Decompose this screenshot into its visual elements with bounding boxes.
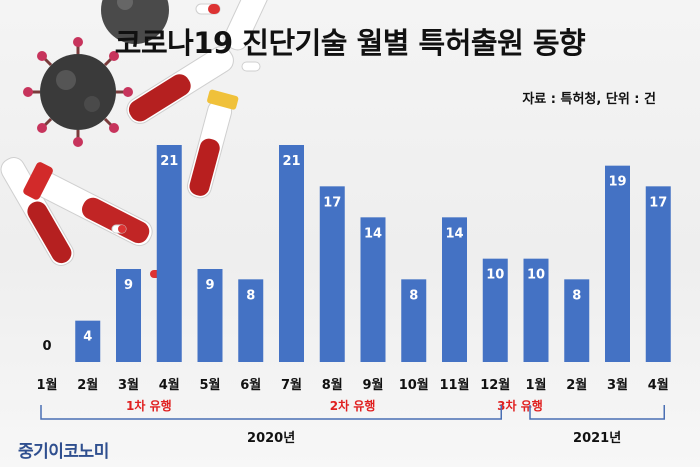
bar	[156, 145, 182, 362]
bar	[197, 269, 223, 362]
bar-value-label: 17	[649, 195, 667, 210]
x-tick-label: 10월	[399, 377, 429, 393]
bar	[442, 217, 467, 362]
bar	[401, 279, 427, 362]
year-bracket	[40, 405, 502, 420]
x-tick-label: 2월	[77, 377, 98, 393]
bar	[279, 145, 304, 362]
x-tick-label: 7월	[281, 377, 302, 393]
bar-value-label: 4	[83, 330, 92, 345]
bar	[605, 165, 630, 362]
x-tick-label: 3월	[607, 377, 628, 393]
bar-value-label: 21	[282, 154, 300, 169]
source-note: 자료 : 특허청, 단위 : 건	[522, 92, 656, 107]
year-label: 2020년	[247, 431, 295, 446]
wave-label: 1차 유행	[126, 398, 172, 413]
publisher-logo: 중기이코노미	[18, 442, 109, 462]
bar	[360, 217, 386, 362]
bar-value-label: 14	[364, 226, 382, 241]
chart-title: 코로나19 진단기술 월별 특허출원 동향	[114, 26, 586, 60]
x-tick-label: 9월	[362, 377, 383, 393]
x-tick-label: 8월	[322, 377, 343, 393]
bar	[482, 258, 508, 362]
bar-value-label: 21	[160, 154, 178, 169]
bar-value-label: 0	[42, 339, 51, 354]
bar-value-label: 8	[409, 288, 418, 303]
bar-value-label: 10	[486, 268, 504, 283]
x-tick-label: 4월	[159, 377, 180, 393]
x-tick-label: 3월	[118, 377, 139, 393]
bar	[645, 186, 671, 362]
bar-value-label: 8	[246, 288, 255, 303]
x-tick-label: 4월	[648, 377, 669, 393]
virus-icon-2	[101, 0, 169, 44]
bar	[75, 320, 101, 362]
bar-value-label: 17	[323, 195, 341, 210]
bar-value-label: 14	[445, 226, 463, 241]
bar	[116, 269, 141, 362]
x-tick-label: 2월	[566, 377, 587, 393]
virus-icon	[23, 37, 133, 147]
bar-value-label: 19	[608, 175, 626, 190]
year-bracket	[529, 405, 665, 420]
bar-value-label: 8	[572, 288, 581, 303]
wave-label: 2차 유행	[330, 398, 376, 413]
x-tick-label: 1월	[36, 377, 57, 393]
x-tick-label: 6월	[240, 377, 261, 393]
year-label: 2021년	[573, 431, 621, 446]
x-tick-label: 1월	[525, 377, 546, 393]
x-tick-label: 5월	[199, 377, 220, 393]
wave-label: 3차 유행	[497, 398, 543, 413]
x-tick-label: 11월	[439, 377, 469, 393]
bar-value-label: 9	[124, 278, 133, 293]
bar-value-label: 10	[527, 268, 545, 283]
x-tick-label: 12월	[480, 377, 510, 393]
bar	[523, 258, 549, 362]
bar	[319, 186, 345, 362]
bar	[238, 279, 264, 362]
bar	[564, 279, 590, 362]
bar-value-label: 9	[205, 278, 214, 293]
